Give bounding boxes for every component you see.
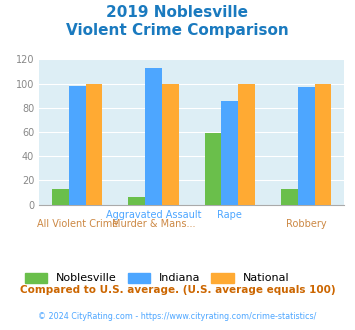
Bar	[86, 83, 102, 205]
Text: Murder & Mans...: Murder & Mans...	[112, 219, 195, 229]
Bar	[162, 83, 179, 205]
Bar	[298, 87, 315, 205]
Legend: Noblesville, Indiana, National: Noblesville, Indiana, National	[20, 268, 294, 288]
Text: Robbery: Robbery	[286, 219, 327, 229]
Text: Compared to U.S. average. (U.S. average equals 100): Compared to U.S. average. (U.S. average …	[20, 285, 335, 295]
Bar	[281, 189, 298, 205]
Text: Violent Crime Comparison: Violent Crime Comparison	[66, 23, 289, 38]
Text: All Violent Crime: All Violent Crime	[37, 219, 118, 229]
Bar	[145, 68, 162, 205]
Bar	[129, 197, 145, 205]
Bar	[52, 189, 69, 205]
Bar	[315, 83, 331, 205]
Bar	[205, 133, 222, 205]
Text: Rape: Rape	[217, 210, 242, 219]
Bar	[238, 83, 255, 205]
Text: 2019 Noblesville: 2019 Noblesville	[106, 5, 248, 20]
Text: © 2024 CityRating.com - https://www.cityrating.com/crime-statistics/: © 2024 CityRating.com - https://www.city…	[38, 312, 317, 321]
Bar	[69, 86, 86, 205]
Text: Aggravated Assault: Aggravated Assault	[106, 210, 201, 219]
Bar	[222, 101, 238, 205]
